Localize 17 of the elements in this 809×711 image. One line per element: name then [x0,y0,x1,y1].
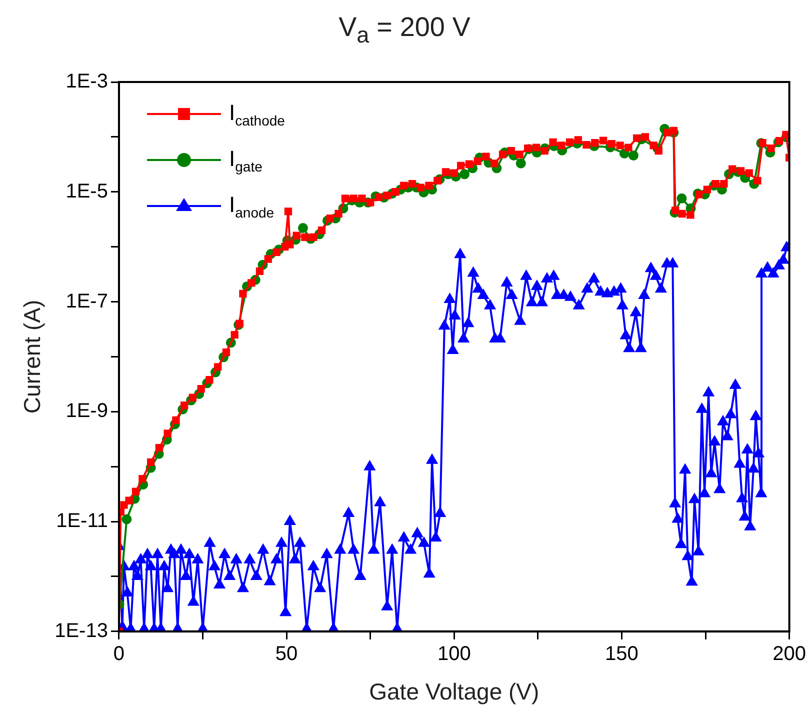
legend-label: I$_{anode}$ [229,192,274,220]
legend-label: I$_{gate}$ [229,146,262,174]
y-tick-label: 1E-7 [66,290,108,312]
x-tick-label: 150 [605,642,638,665]
y-tick-label: 1E-3 [66,70,108,93]
chart-title: V$_{a}$ = 200 V [338,12,472,48]
y-axis-title: Current (A) [19,300,46,414]
legend-label: I$_{cathode}$ [229,100,285,128]
x-axis-title: Gate Voltage (V) [369,678,540,705]
x-tick-label: 200 [772,642,806,665]
x-tick-label: 100 [437,642,471,665]
x-tick-label: 0 [113,642,125,665]
y-tick-label: 1E-9 [66,400,108,422]
x-tick-label: 50 [275,642,298,665]
y-tick-label: 1E-13 [54,620,108,642]
y-tick-label: 1E-5 [66,180,108,202]
y-tick-label: 1E-11 [56,510,108,532]
